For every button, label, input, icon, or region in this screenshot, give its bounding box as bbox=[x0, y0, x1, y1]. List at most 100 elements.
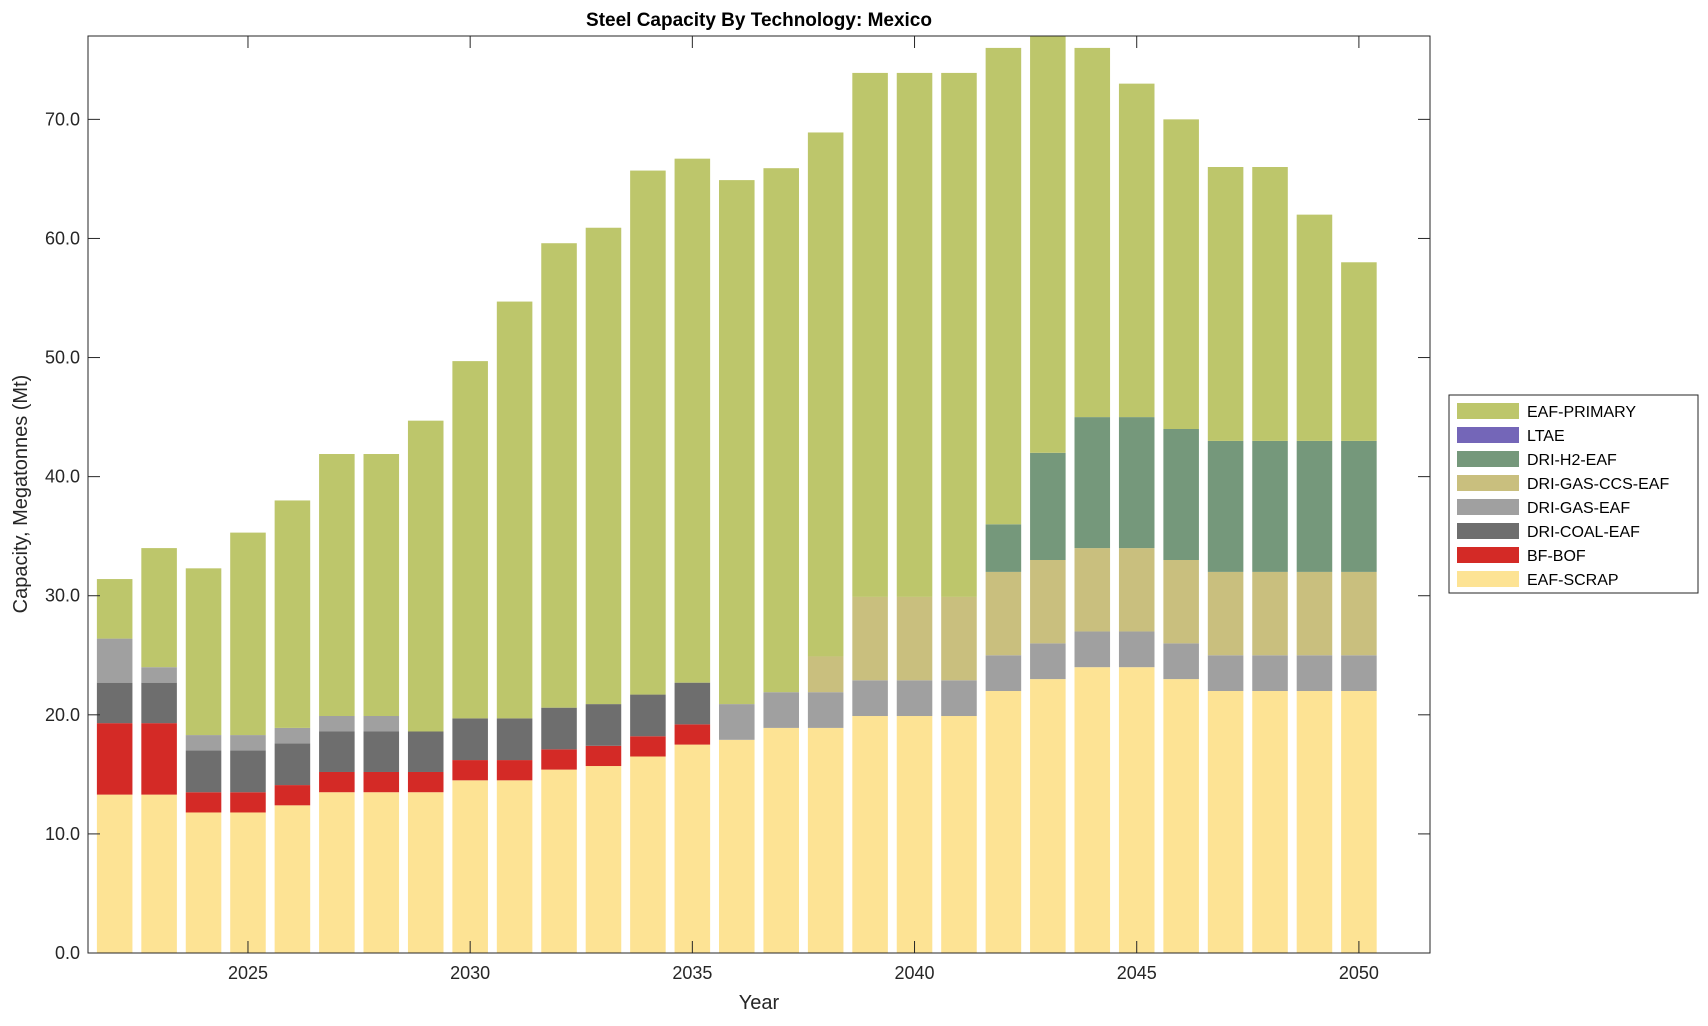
bar-dri-gas-eaf-2041 bbox=[941, 680, 977, 717]
bar-eaf-scrap-2029 bbox=[407, 792, 444, 953]
bar-eaf-primary-2040 bbox=[896, 72, 933, 597]
y-tick-label: 60.0 bbox=[45, 228, 80, 248]
legend-swatch-dri-gas-eaf bbox=[1457, 499, 1519, 515]
bar-eaf-scrap-2039 bbox=[852, 716, 888, 953]
bar-bf-bof-2030 bbox=[452, 760, 488, 781]
x-tick-label: 2050 bbox=[1339, 963, 1379, 983]
x-tick-label: 2030 bbox=[450, 963, 490, 983]
bar-eaf-scrap-2034 bbox=[630, 756, 666, 953]
bar-eaf-primary-2030 bbox=[452, 361, 488, 719]
legend-label-dri-h2-eaf: DRI-H2-EAF bbox=[1527, 452, 1617, 469]
bar-eaf-scrap-2033 bbox=[585, 766, 622, 953]
bar-eaf-primary-2046 bbox=[1163, 119, 1199, 429]
bar-eaf-primary-2033 bbox=[585, 227, 622, 705]
bar-dri-gas-ccs-eaf-2041 bbox=[941, 596, 977, 681]
bar-eaf-scrap-2038 bbox=[807, 727, 844, 953]
bar-dri-gas-eaf-2050 bbox=[1341, 655, 1377, 691]
bar-eaf-primary-2047 bbox=[1207, 167, 1244, 441]
x-tick-label: 2045 bbox=[1117, 963, 1157, 983]
legend-swatch-eaf-scrap bbox=[1457, 571, 1519, 587]
bar-eaf-scrap-2028 bbox=[363, 792, 400, 953]
bar-bf-bof-2024 bbox=[185, 792, 222, 813]
bar-dri-coal-eaf-2031 bbox=[496, 718, 533, 761]
bar-dri-gas-eaf-2049 bbox=[1296, 655, 1333, 691]
bar-bf-bof-2032 bbox=[541, 749, 577, 770]
bar-eaf-primary-2041 bbox=[941, 72, 977, 597]
bar-bf-bof-2027 bbox=[319, 771, 355, 793]
x-tick-label: 2035 bbox=[672, 963, 712, 983]
bar-eaf-primary-2029 bbox=[407, 420, 444, 732]
bar-eaf-scrap-2027 bbox=[319, 792, 355, 953]
bar-dri-coal-eaf-2024 bbox=[185, 750, 222, 793]
bar-dri-coal-eaf-2025 bbox=[230, 750, 266, 793]
bar-eaf-scrap-2041 bbox=[941, 716, 977, 953]
legend-swatch-dri-h2-eaf bbox=[1457, 451, 1519, 467]
y-tick-label: 0.0 bbox=[55, 943, 80, 963]
bar-eaf-primary-2036 bbox=[719, 180, 755, 705]
bar-dri-gas-ccs-eaf-2050 bbox=[1341, 571, 1377, 656]
bar-dri-h2-eaf-2042 bbox=[985, 524, 1022, 572]
bar-dri-gas-eaf-2028 bbox=[363, 716, 400, 732]
bar-eaf-primary-2048 bbox=[1252, 167, 1288, 441]
plot-area-frame bbox=[87, 35, 1431, 954]
bar-eaf-scrap-2036 bbox=[719, 739, 755, 953]
legend-swatch-dri-coal-eaf bbox=[1457, 523, 1519, 539]
bar-dri-gas-ccs-eaf-2044 bbox=[1074, 548, 1111, 632]
bar-eaf-primary-2050 bbox=[1341, 262, 1377, 441]
bar-dri-coal-eaf-2035 bbox=[674, 682, 711, 725]
bar-dri-coal-eaf-2028 bbox=[363, 731, 400, 772]
legend-swatch-bf-bof bbox=[1457, 547, 1519, 563]
bar-dri-gas-ccs-eaf-2040 bbox=[896, 596, 933, 681]
bar-eaf-scrap-2044 bbox=[1074, 667, 1111, 953]
bar-eaf-scrap-2043 bbox=[1030, 679, 1066, 953]
bar-dri-gas-eaf-2039 bbox=[852, 680, 888, 717]
bar-eaf-scrap-2035 bbox=[674, 744, 711, 953]
x-tick-label: 2025 bbox=[228, 963, 268, 983]
bar-eaf-primary-2042 bbox=[985, 47, 1022, 525]
bar-eaf-scrap-2032 bbox=[541, 769, 577, 953]
legend-label-ltae: LTAE bbox=[1527, 428, 1565, 445]
bar-bf-bof-2033 bbox=[585, 745, 622, 767]
bar-eaf-primary-2028 bbox=[363, 454, 400, 717]
bar-dri-h2-eaf-2050 bbox=[1341, 440, 1377, 572]
bar-dri-coal-eaf-2030 bbox=[452, 718, 488, 761]
bar-dri-gas-eaf-2022 bbox=[96, 638, 133, 683]
bar-eaf-primary-2031 bbox=[496, 301, 533, 719]
bar-eaf-primary-2037 bbox=[763, 168, 799, 693]
bar-eaf-scrap-2026 bbox=[274, 805, 311, 953]
bar-dri-h2-eaf-2044 bbox=[1074, 417, 1111, 549]
bar-dri-gas-ccs-eaf-2043 bbox=[1030, 560, 1066, 644]
bar-dri-gas-eaf-2038 bbox=[807, 692, 844, 728]
bar-dri-gas-ccs-eaf-2047 bbox=[1207, 571, 1244, 656]
bar-dri-gas-eaf-2045 bbox=[1118, 631, 1155, 668]
bar-eaf-scrap-2042 bbox=[985, 691, 1022, 953]
y-tick-label: 20.0 bbox=[45, 705, 80, 725]
bars-layer bbox=[96, 36, 1377, 953]
bar-eaf-primary-2035 bbox=[674, 158, 711, 683]
bar-eaf-scrap-2040 bbox=[896, 716, 933, 953]
bar-eaf-scrap-2030 bbox=[452, 780, 488, 953]
legend-swatch-ltae bbox=[1457, 427, 1519, 443]
bar-eaf-primary-2027 bbox=[319, 454, 355, 717]
bar-dri-coal-eaf-2032 bbox=[541, 707, 577, 750]
legend-label-eaf-scrap: EAF-SCRAP bbox=[1527, 572, 1619, 589]
bar-eaf-scrap-2025 bbox=[230, 812, 266, 953]
legend: EAF-PRIMARY LTAE DRI-H2-EAF DRI-GAS-CCS-EAF… bbox=[1448, 394, 1699, 594]
bar-eaf-scrap-2045 bbox=[1118, 667, 1155, 953]
y-tick-label: 10.0 bbox=[45, 824, 80, 844]
bar-dri-coal-eaf-2029 bbox=[407, 731, 444, 772]
x-tick-label: 2040 bbox=[895, 963, 935, 983]
bar-dri-gas-eaf-2027 bbox=[319, 716, 355, 732]
bar-dri-gas-eaf-2047 bbox=[1207, 655, 1244, 691]
bar-dri-gas-eaf-2037 bbox=[763, 692, 799, 728]
chart-title: Steel Capacity By Technology: Mexico bbox=[586, 10, 932, 31]
bar-eaf-primary-2023 bbox=[141, 548, 177, 668]
bar-dri-h2-eaf-2043 bbox=[1030, 452, 1066, 560]
bar-dri-coal-eaf-2022 bbox=[96, 682, 133, 724]
y-tick-label: 40.0 bbox=[45, 467, 80, 487]
legend-swatch-eaf-primary bbox=[1457, 403, 1519, 419]
bar-bf-bof-2035 bbox=[674, 724, 711, 745]
bar-bf-bof-2026 bbox=[274, 785, 311, 806]
bar-dri-coal-eaf-2027 bbox=[319, 731, 355, 772]
